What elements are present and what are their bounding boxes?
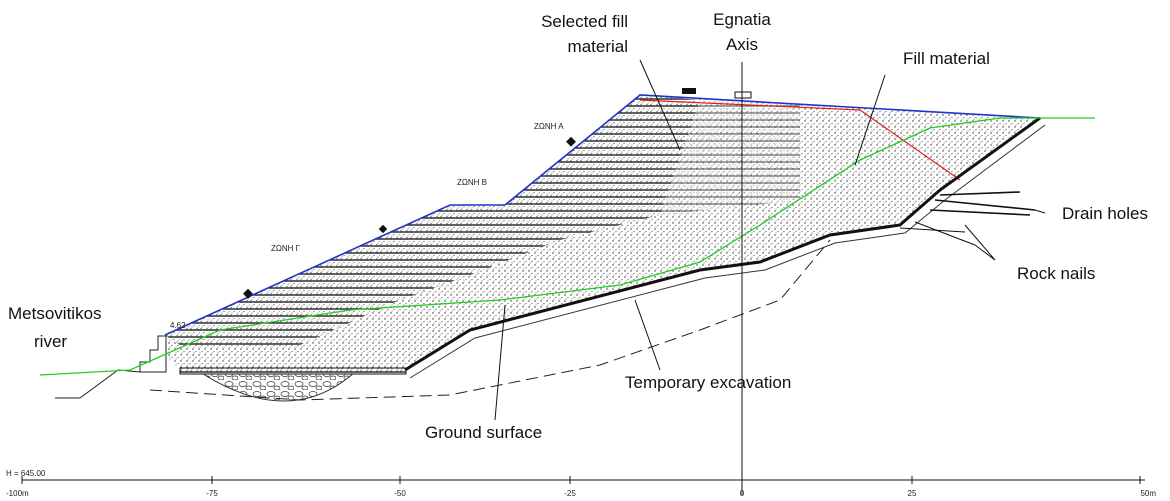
annotation: Selected fill [541, 12, 628, 31]
annotation: Axis [726, 35, 758, 54]
zone-label: ΖΩΝΗ Γ [271, 244, 301, 253]
annotation: Metsovitikos [8, 304, 102, 323]
annotation: Drain holes [1062, 204, 1148, 223]
scale-ticks: -100m -75 -50 -25 0 25 50m [6, 476, 1156, 498]
annotation: Rock nails [1017, 264, 1095, 283]
stone-base [200, 372, 355, 401]
zone-label: ΖΩΝΗ Β [457, 178, 487, 187]
tick-label: -50 [394, 489, 406, 498]
road-marker [735, 92, 751, 98]
annotation: Ground surface [425, 423, 542, 442]
tick-label: -75 [206, 489, 218, 498]
elevation-label: H = 645.00 [6, 469, 46, 478]
tick-label: -100m [6, 489, 29, 498]
annotation: Egnatia [713, 10, 771, 29]
annotation: Fill material [903, 49, 990, 68]
zone-label: ΖΩΝΗ Α [534, 122, 564, 131]
river-bank [55, 370, 140, 398]
road-marker [682, 88, 696, 94]
annotation: Temporary excavation [625, 373, 791, 392]
annotation: river [34, 332, 67, 351]
step-height: 4.62 [170, 321, 186, 330]
tick-label: 25 [908, 489, 917, 498]
annotation: material [568, 37, 628, 56]
cross-section: -100m -75 -50 -25 0 25 50m Selected fill mater… [0, 0, 1170, 501]
tick-label: 0 [740, 489, 745, 498]
tick-label: 50m [1140, 489, 1156, 498]
tick-label: -25 [564, 489, 576, 498]
base-layer [180, 368, 406, 374]
toe-steps [140, 336, 166, 372]
